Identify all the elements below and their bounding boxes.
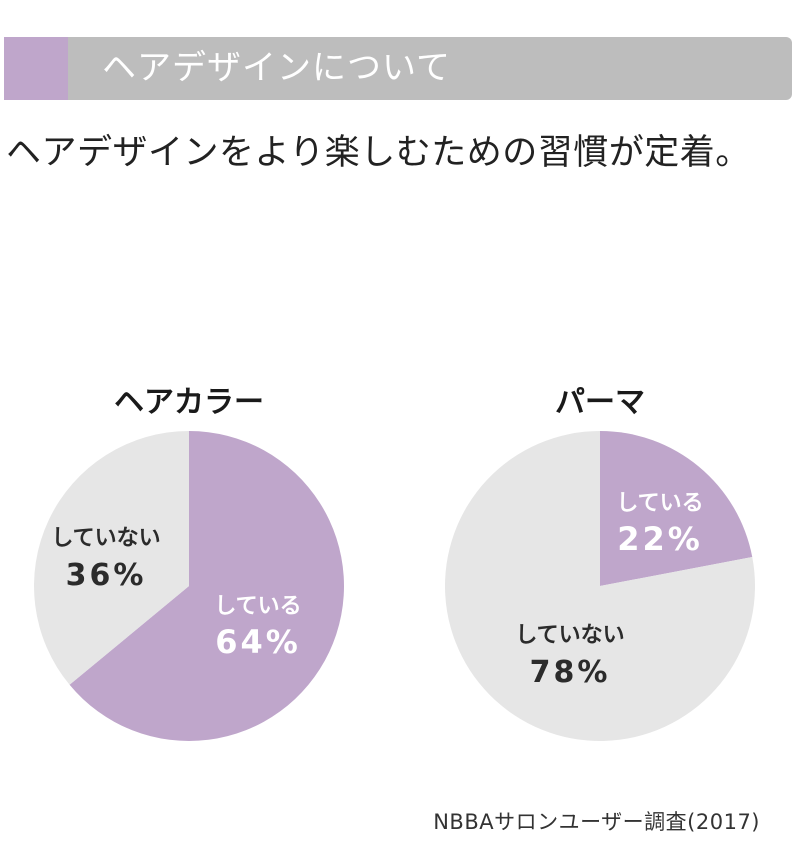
pie-slice bbox=[600, 431, 753, 586]
pie-charts: ヘアカラーしている 64% していない 36% パーマしている 22% していない 78% bbox=[0, 370, 800, 770]
header-accent-block bbox=[4, 37, 68, 100]
slice-value-label: 78% bbox=[530, 655, 611, 690]
slice-label: していない bbox=[51, 526, 160, 551]
pie-slice bbox=[69, 431, 345, 741]
slice-label: している bbox=[214, 594, 301, 619]
pie-title: パーマ bbox=[555, 385, 645, 420]
section-title: ヘアデザインについて bbox=[102, 48, 451, 88]
page-subtitle: ヘアデザインをより楽しむための習慣が定着。 bbox=[6, 133, 751, 173]
slice-label: していない bbox=[515, 623, 624, 648]
section-header: ヘアデザインについて bbox=[4, 37, 792, 100]
source-note: NBBAサロンユーザー調査(2017) bbox=[433, 810, 760, 834]
slice-value-label: 36% bbox=[66, 558, 147, 593]
slice-label: している bbox=[616, 491, 703, 516]
slice-value-label: 64% bbox=[215, 623, 301, 661]
pie-slice bbox=[34, 431, 189, 685]
pie-slice bbox=[444, 431, 755, 741]
slice-value-label: 22% bbox=[617, 520, 703, 558]
pie-title: ヘアカラー bbox=[114, 385, 264, 420]
